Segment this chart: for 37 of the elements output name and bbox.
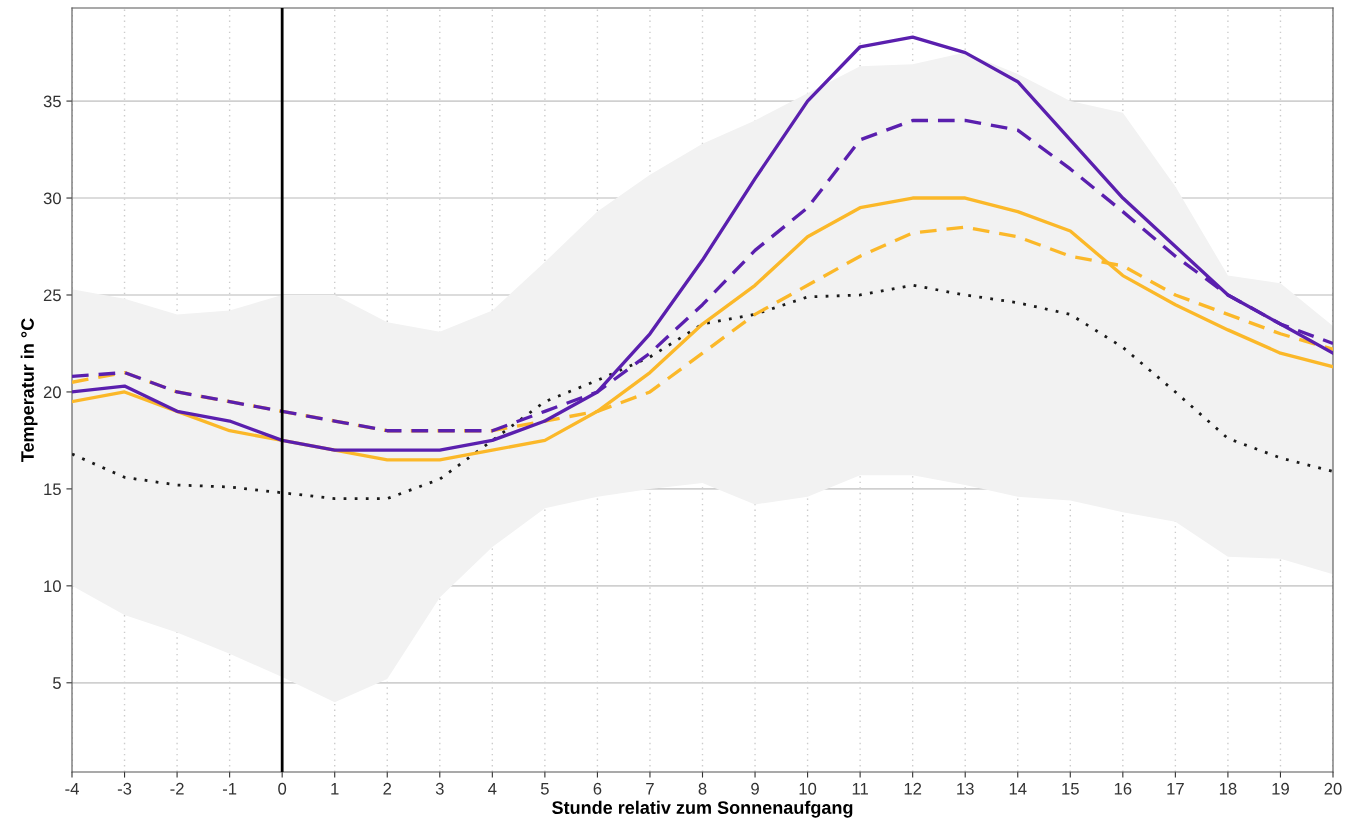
y-tick-label: 25 bbox=[43, 289, 61, 302]
x-tick-label: 0 bbox=[278, 782, 287, 795]
x-tick-label: 15 bbox=[1062, 783, 1079, 795]
x-tick-label: 18 bbox=[1219, 782, 1237, 795]
x-tick-label: 3 bbox=[435, 782, 444, 795]
x-tick-label: 5 bbox=[540, 783, 549, 795]
x-tick-label: 11 bbox=[852, 783, 868, 795]
x-tick-label: 2 bbox=[383, 782, 392, 795]
x-tick-label: 19 bbox=[1272, 782, 1289, 795]
x-tick-label: 6 bbox=[593, 782, 602, 795]
y-tick-label: 10 bbox=[44, 580, 61, 593]
x-tick-label: 1 bbox=[331, 783, 339, 795]
x-tick-label: -3 bbox=[117, 782, 132, 795]
y-tick-label: 30 bbox=[43, 192, 61, 205]
x-tick-label: 20 bbox=[1324, 782, 1342, 795]
line-series bbox=[72, 283, 1333, 500]
x-tick-label: -2 bbox=[170, 782, 184, 795]
y-tick-label: 15 bbox=[44, 483, 61, 496]
y-tick-label: 5 bbox=[52, 677, 61, 690]
line-series bbox=[72, 35, 1333, 452]
x-tick-label: 10 bbox=[799, 782, 817, 795]
x-tick-label: 12 bbox=[904, 782, 922, 795]
x-tick-label: 17 bbox=[1167, 783, 1184, 795]
x-axis-title: Stunde relativ zum Sonnenaufgang bbox=[552, 800, 853, 818]
y-tick-label: 35 bbox=[43, 95, 61, 108]
line-series bbox=[72, 196, 1333, 462]
x-tick-label: 9 bbox=[751, 782, 759, 795]
x-tick-label: 4 bbox=[488, 783, 497, 795]
x-tick-label: 8 bbox=[698, 782, 707, 795]
x-tick-label: 16 bbox=[1114, 782, 1132, 795]
x-tick-label: -4 bbox=[65, 783, 79, 795]
y-tick-label: 20 bbox=[43, 386, 61, 399]
x-tick-label: -1 bbox=[222, 783, 237, 795]
x-tick-label: 13 bbox=[957, 782, 974, 795]
x-tick-label: 14 bbox=[1009, 783, 1027, 795]
y-axis-title: Temperatur in °C bbox=[20, 318, 38, 462]
x-tick-label: 7 bbox=[646, 783, 654, 795]
